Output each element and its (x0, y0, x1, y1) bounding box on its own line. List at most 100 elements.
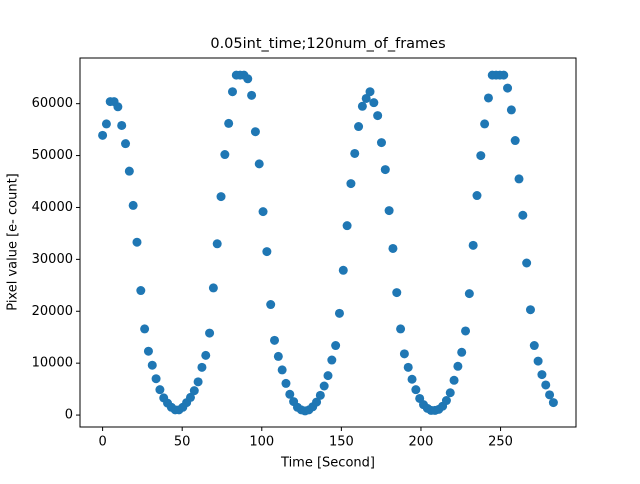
scatter-point (464, 289, 474, 299)
scatter-point (445, 388, 455, 398)
scatter-point (262, 247, 272, 257)
scatter-point (212, 239, 222, 249)
scatter-point (220, 150, 230, 160)
scatter-point (441, 396, 451, 406)
scatter-point (468, 240, 478, 250)
scatter-point (350, 148, 360, 158)
scatter-point (205, 328, 215, 338)
scatter-point (124, 166, 134, 176)
scatter-point (273, 351, 283, 361)
scatter-point (258, 207, 268, 217)
scatter-point (380, 165, 390, 175)
scatter-point (503, 83, 513, 93)
scatter-point (476, 151, 486, 161)
scatter-point (499, 70, 509, 80)
scatter-point (548, 398, 558, 408)
scatter-point (216, 192, 226, 202)
scatter-point (399, 349, 409, 359)
scatter-point (365, 87, 375, 97)
scatter-point (510, 136, 520, 146)
scatter-point (151, 374, 161, 384)
scatter-point (312, 397, 322, 407)
scatter-point (327, 355, 337, 365)
scatter-point (113, 102, 123, 112)
scatter-point (506, 105, 516, 115)
plot-frame (79, 57, 577, 428)
scatter-point (201, 350, 211, 360)
scatter-point (461, 326, 471, 336)
scatter-point (266, 300, 276, 310)
scatter-point (155, 385, 165, 395)
scatter-point (525, 305, 535, 315)
x-tick-label: 150 (329, 435, 354, 450)
chart-title: 0.05int_time;120num_of_frames (210, 36, 445, 52)
scatter-point (270, 335, 280, 345)
scatter-point (193, 377, 203, 387)
scatter-point (101, 119, 111, 129)
scatter-point (472, 191, 482, 201)
scatter-point (277, 365, 287, 375)
x-tick-label: 250 (488, 435, 513, 450)
scatter-point (537, 370, 547, 380)
y-tick-label: 0 (65, 408, 73, 423)
scatter-point (136, 286, 146, 296)
scatter-point (140, 324, 150, 334)
scatter-point (453, 361, 463, 371)
scatter-point (250, 127, 260, 137)
y-tick-label: 10000 (32, 356, 73, 371)
y-tick-label: 40000 (32, 200, 73, 215)
scatter-point (346, 179, 356, 189)
x-tick-label: 50 (174, 435, 191, 450)
scatter-point (483, 93, 493, 103)
scatter-point (315, 390, 325, 400)
scatter-point (197, 362, 207, 372)
scatter-point (480, 119, 490, 129)
scatter-point (369, 98, 379, 108)
scatter-point (319, 381, 329, 391)
scatter-point (128, 200, 138, 210)
scatter-point (396, 324, 406, 334)
scatter-point (117, 120, 127, 130)
scatter-point (529, 341, 539, 351)
x-axis-label: Time [Second] (280, 456, 375, 471)
y-tick-label: 30000 (32, 252, 73, 267)
scatter-point (541, 380, 551, 390)
scatter-point (98, 130, 108, 140)
scatter-point (545, 390, 555, 400)
scatter-point (384, 206, 394, 216)
scatter-point (407, 374, 417, 384)
scatter-point (533, 356, 543, 366)
scatter-point (514, 174, 524, 184)
scatter-point (373, 111, 383, 121)
x-tick-label: 0 (98, 435, 106, 450)
scatter-point (281, 378, 291, 388)
scatter-point (457, 347, 467, 357)
scatter-point (392, 288, 402, 298)
scatter-point (331, 341, 341, 351)
scatter-point (254, 159, 264, 169)
scatter-point (227, 87, 237, 97)
scatter-point (354, 122, 364, 132)
scatter-point (338, 265, 348, 275)
scatter-point (243, 74, 253, 84)
scatter-point (323, 371, 333, 381)
scatter-point (208, 283, 218, 293)
scatter-point (518, 210, 528, 220)
scatter-point (357, 101, 367, 111)
x-tick-label: 200 (409, 435, 434, 450)
scatter-point (522, 258, 532, 268)
scatter-point (334, 308, 344, 318)
y-tick-label: 60000 (32, 96, 73, 111)
y-tick-label: 20000 (32, 304, 73, 319)
y-tick-label: 50000 (32, 148, 73, 163)
scatter-point (147, 360, 157, 370)
scatter-point (189, 386, 199, 396)
scatter-point (121, 139, 131, 149)
scatter-point (224, 118, 234, 128)
scatter-point (185, 392, 195, 402)
scatter-point (285, 389, 295, 399)
scatter-point (143, 346, 153, 356)
